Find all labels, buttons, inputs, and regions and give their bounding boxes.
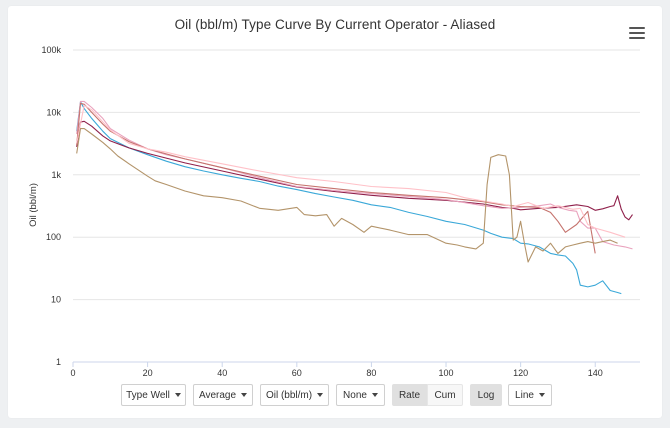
series-line-3[interactable] (76, 100, 633, 250)
x-tick-label: 100 (439, 368, 454, 378)
type-well-dropdown[interactable]: Type Well (121, 384, 186, 406)
chart-card (8, 6, 662, 418)
series-line-5[interactable] (76, 104, 626, 238)
oil-unit-dropdown[interactable]: Oil (bbl/m) (260, 384, 329, 406)
x-tick-label: 0 (70, 368, 75, 378)
cum-label: Cum (434, 389, 456, 401)
chart-type-label: Line (515, 389, 534, 401)
y-tick-label: 1k (51, 170, 61, 180)
chart-toolbar: Type Well Average Oil (bbl/m) None Rate … (0, 384, 670, 408)
x-tick-label: 120 (513, 368, 528, 378)
caret-down-icon (317, 393, 324, 397)
series-line-2[interactable] (76, 120, 633, 221)
y-tick-label: 100 (46, 232, 61, 242)
none-dropdown[interactable]: None (336, 384, 385, 406)
caret-down-icon (174, 393, 181, 397)
log-toggle-button[interactable]: Log (470, 384, 502, 406)
caret-down-icon (241, 393, 248, 397)
chart-type-dropdown[interactable]: Line (508, 384, 552, 406)
chart-title: Oil (bbl/m) Type Curve By Current Operat… (174, 17, 496, 32)
y-axis-label: Oil (bbl/m) (28, 183, 39, 227)
x-axis-ticks: 0 20 40 60 80 100 120 140 (70, 361, 640, 378)
caret-down-icon (538, 393, 545, 397)
cum-toggle-button[interactable]: Cum (427, 384, 463, 406)
x-tick-label: 20 (143, 368, 153, 378)
x-tick-label: 60 (292, 368, 302, 378)
average-dropdown[interactable]: Average (193, 384, 253, 406)
x-tick-label: 140 (588, 368, 603, 378)
y-axis-ticks: 1 10 100 1k 10k 100k (41, 45, 61, 367)
series-line-4[interactable] (76, 102, 596, 254)
y-tick-label: 100k (41, 45, 61, 55)
oil-unit-label: Oil (bbl/m) (265, 389, 313, 401)
hamburger-menu-icon[interactable] (629, 27, 645, 41)
line-chart: 1 10 100 1k 10k 100k 0 20 40 60 80 100 120 140 Oil (… (28, 45, 640, 378)
x-tick-label: 40 (217, 368, 227, 378)
y-tick-label: 10 (51, 295, 61, 305)
series-line-6[interactable] (76, 128, 618, 263)
log-label: Log (477, 389, 495, 401)
y-tick-label: 1 (56, 357, 61, 367)
average-label: Average (198, 389, 237, 401)
y-tick-label: 10k (46, 107, 61, 117)
caret-down-icon (371, 393, 378, 397)
type-well-label: Type Well (126, 389, 170, 401)
none-label: None (343, 389, 367, 401)
x-tick-label: 80 (366, 368, 376, 378)
series-line-1[interactable] (76, 101, 622, 295)
series-lines (76, 100, 633, 295)
rate-label: Rate (398, 389, 421, 401)
rate-toggle-button[interactable]: Rate (392, 384, 427, 406)
